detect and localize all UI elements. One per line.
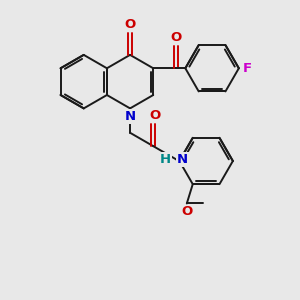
Text: O: O [181,205,192,218]
Text: O: O [171,32,182,44]
Text: N: N [124,110,136,123]
Text: F: F [242,62,251,75]
Text: O: O [124,18,136,31]
Text: H: H [160,153,171,166]
Text: N: N [177,153,188,166]
Text: O: O [149,110,160,122]
